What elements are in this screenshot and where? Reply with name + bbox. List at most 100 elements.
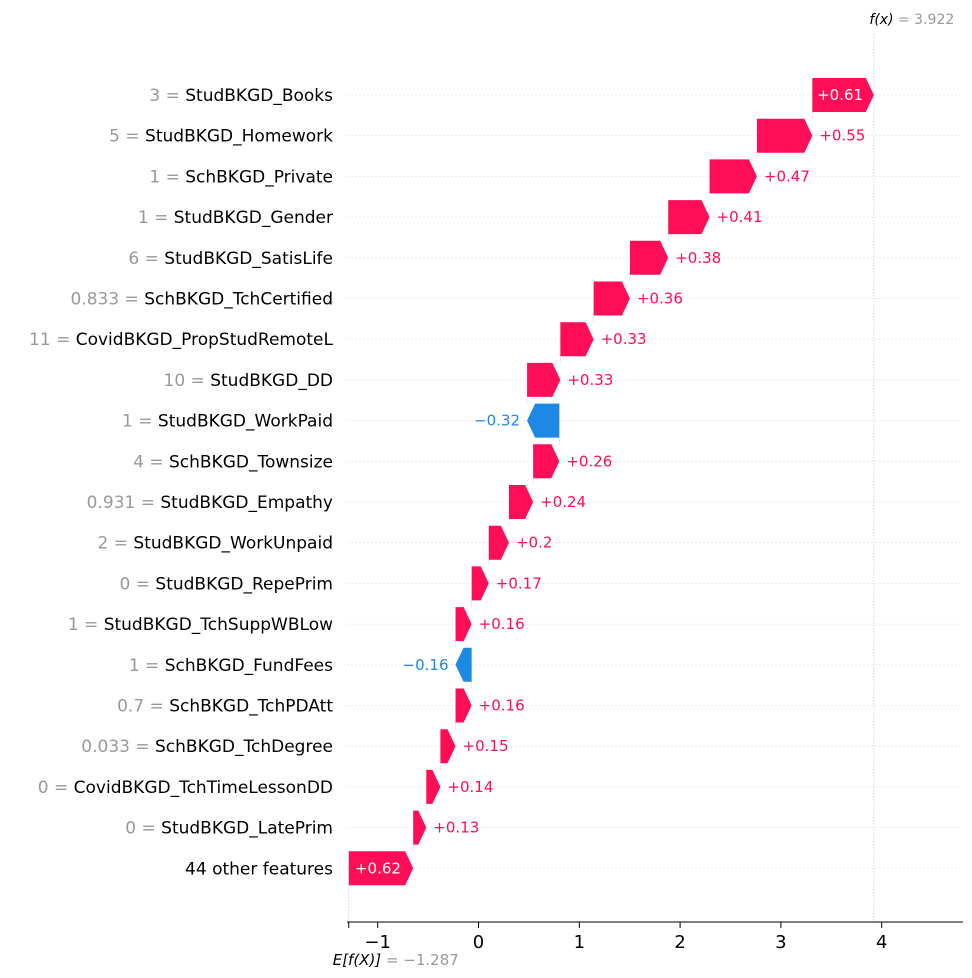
feature-label: 3 = StudBKGD_Books [149,86,333,106]
feature-label: 6 = StudBKGD_SatisLife [128,249,333,269]
feature-label: 5 = StudBKGD_Homework [109,127,333,147]
feature-value: 1 = [138,208,174,228]
feature-label: 4 = SchBKGD_Townsize [133,452,333,472]
feature-value: 1 = [68,615,104,635]
x-tick-label: 4 [876,932,887,953]
contribution-label: +0.47 [764,167,810,185]
contribution-label: +0.62 [355,859,401,877]
contribution-label: +0.15 [463,737,509,755]
contribution-label: +0.41 [717,208,763,226]
feature-name: StudBKGD_RepePrim [155,574,333,594]
feature-value: 0 = [38,778,74,798]
x-tick-label: 1 [574,932,585,953]
feature-value: 1 = [149,167,185,187]
feature-label: 1 = StudBKGD_Gender [138,208,333,228]
feature-name: SchBKGD_TchCertified [144,290,333,310]
contribution-bar [413,810,427,845]
contribution-label: +0.17 [496,574,542,592]
contribution-label: +0.33 [601,330,647,348]
contribution-label: −0.16 [403,656,449,674]
contribution-bar [455,688,472,723]
contribution-bar [471,566,489,601]
contribution-label: +0.16 [479,615,525,633]
feature-value: 10 = [164,371,211,391]
contribution-bar [488,525,509,560]
contribution-bar [593,281,630,316]
feature-value: 6 = [128,249,164,269]
x-tick-label: 3 [775,932,786,953]
feature-label: 10 = StudBKGD_DD [164,371,333,391]
feature-value: 1 = [122,412,158,432]
feature-value: 0.833 = [70,290,144,310]
feature-name: StudBKGD_TchSuppWBLow [104,615,333,635]
base-value: = −1.287 [381,951,459,969]
contribution-bar [455,647,472,682]
feature-label: 0 = StudBKGD_RepePrim [120,574,333,594]
feature-value: 4 = [133,452,169,472]
contribution-bar [527,403,560,438]
contribution-label: +0.36 [637,290,683,308]
base-value-annotation: E[f(X)] = −1.287 [333,951,459,969]
feature-name: StudBKGD_Empathy [160,493,333,513]
feature-value: 0.931 = [87,493,161,513]
feature-name: SchBKGD_Private [185,167,333,187]
feature-value: 2 = [98,534,134,554]
fx-annotation: f(x) = 3.922 [869,12,954,28]
contribution-bar [812,78,874,112]
feature-label: 1 = StudBKGD_TchSuppWBLow [68,615,333,635]
feature-value: 5 = [109,127,145,147]
contribution-label: +0.2 [516,534,552,552]
feature-name: StudBKGD_Gender [174,208,333,228]
feature-label: 0 = CovidBKGD_TchTimeLessonDD [38,778,333,798]
feature-value: 0.033 = [81,737,155,757]
contribution-bar [668,200,710,235]
feature-name: StudBKGD_WorkUnpaid [133,534,333,554]
contribution-label: +0.14 [447,778,493,796]
feature-label: 1 = SchBKGD_Private [149,167,333,187]
contribution-label: +0.38 [675,249,721,267]
reference-lines [348,34,875,922]
feature-name: StudBKGD_SatisLife [164,249,333,269]
contribution-bar [508,485,534,519]
feature-name: StudBKGD_WorkPaid [158,412,333,432]
feature-name: StudBKGD_Homework [145,127,333,147]
feature-name: 44 other features [185,859,333,879]
x-axis: −1 0 1 2 3 4 [347,921,963,953]
fx-value: = 3.922 [894,12,955,28]
feature-name: SchBKGD_TchPDAtt [169,697,333,717]
x-tick-label: 2 [674,932,685,953]
feature-value: 0 = [125,819,161,839]
feature-label: 44 other features [185,859,333,879]
contribution-bar [629,240,669,275]
feature-value: 0 = [120,574,156,594]
feature-name: StudBKGD_DD [210,371,333,391]
feature-name: CovidBKGD_PropStudRemoteL [76,330,334,350]
contribution-label: +0.61 [817,86,863,104]
feature-label: 0.7 = SchBKGD_TchPDAtt [117,697,333,717]
contribution-label: +0.55 [819,127,865,145]
contribution-bar [560,322,594,357]
base-prefix: E[f(X)] [333,951,382,969]
contribution-label: +0.16 [479,697,525,715]
x-tick-label: 0 [473,932,484,953]
contribution-label: +0.26 [566,452,612,470]
contribution-label: +0.33 [567,371,613,389]
feature-name: CovidBKGD_TchTimeLessonDD [74,778,333,798]
feature-label: 1 = SchBKGD_FundFees [129,656,333,676]
feature-value: 0.7 = [117,697,169,717]
feature-value: 11 = [29,330,76,350]
contribution-label: +0.13 [433,819,479,837]
contribution-bar [348,851,414,886]
contribution-bar [426,769,441,804]
contribution-bar [709,159,757,194]
feature-label: 0.033 = SchBKGD_TchDegree [81,737,333,757]
feature-name: StudBKGD_Books [185,86,333,106]
contribution-bar [756,118,813,153]
feature-value: 3 = [149,86,185,106]
feature-name: SchBKGD_FundFees [165,656,333,676]
contribution-label: −0.32 [474,412,520,430]
feature-name: StudBKGD_LatePrim [161,819,333,839]
feature-value: 1 = [129,656,165,676]
x-tick-label: −1 [364,932,391,953]
